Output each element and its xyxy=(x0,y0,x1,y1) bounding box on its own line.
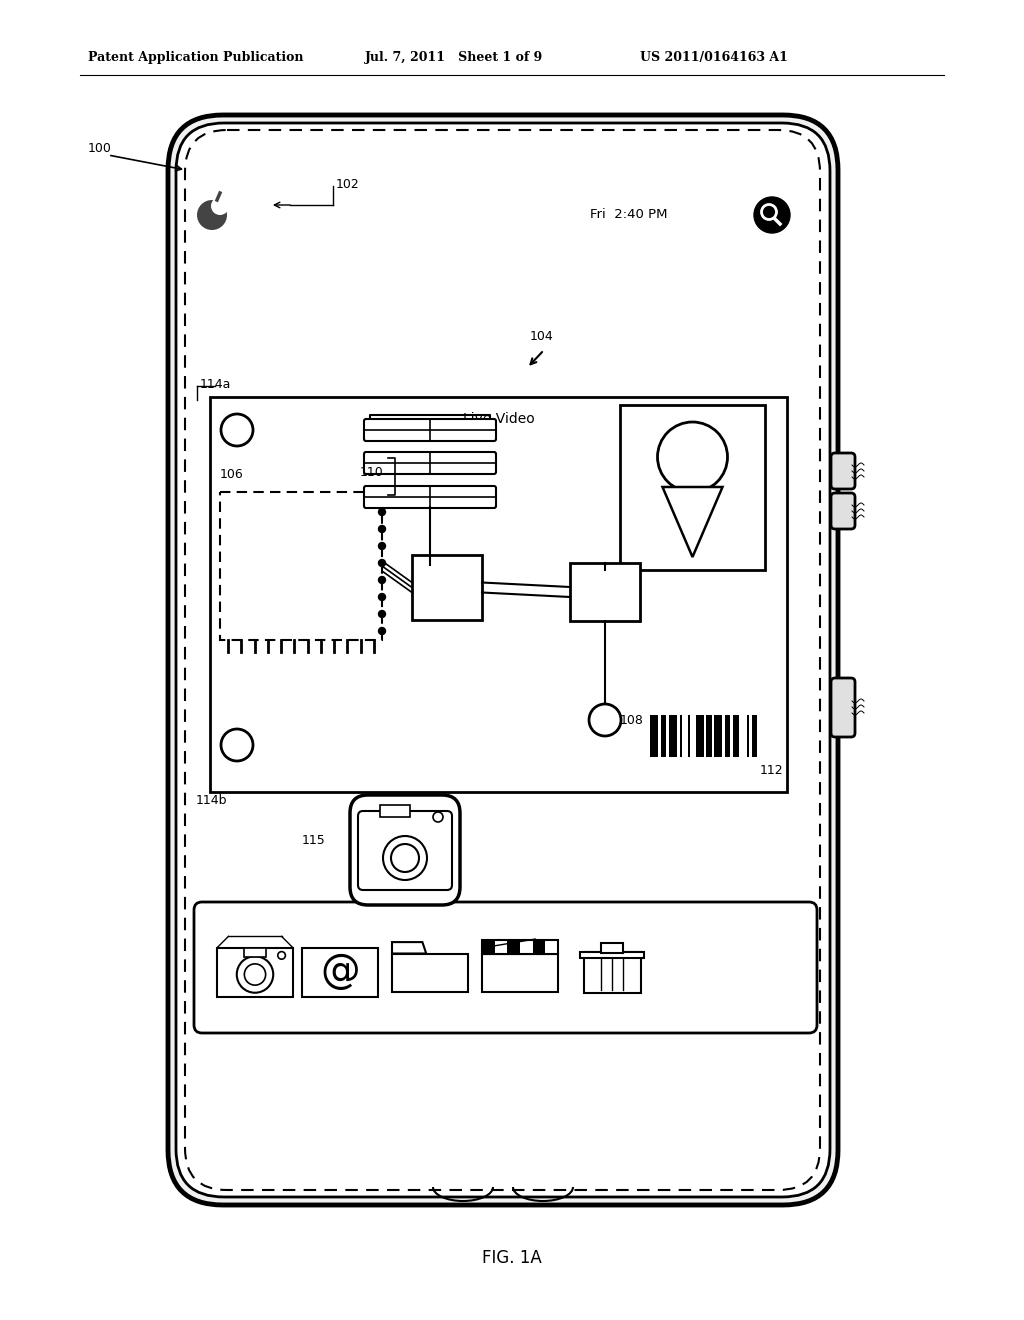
Bar xyxy=(669,715,677,756)
Text: 106: 106 xyxy=(220,469,244,482)
Bar xyxy=(733,715,738,756)
Circle shape xyxy=(589,704,621,737)
Circle shape xyxy=(278,952,286,960)
Circle shape xyxy=(211,197,229,215)
Bar xyxy=(217,948,293,997)
FancyBboxPatch shape xyxy=(364,418,496,441)
Circle shape xyxy=(379,577,385,583)
Bar xyxy=(650,715,658,756)
Text: 114a: 114a xyxy=(200,379,231,392)
Circle shape xyxy=(197,201,227,230)
Bar xyxy=(220,492,382,640)
Text: Patent Application Publication: Patent Application Publication xyxy=(88,51,303,65)
Bar xyxy=(695,715,703,756)
Circle shape xyxy=(245,964,265,985)
Bar xyxy=(244,948,266,957)
Bar xyxy=(570,564,640,620)
Bar xyxy=(482,953,558,991)
Circle shape xyxy=(379,543,385,549)
Circle shape xyxy=(754,197,790,234)
Polygon shape xyxy=(532,940,546,953)
Text: 110: 110 xyxy=(360,466,384,479)
FancyBboxPatch shape xyxy=(194,902,817,1034)
Circle shape xyxy=(379,508,385,516)
Circle shape xyxy=(221,414,253,446)
Bar xyxy=(707,715,712,756)
Bar xyxy=(601,944,624,953)
Text: Live Video: Live Video xyxy=(463,412,535,426)
FancyBboxPatch shape xyxy=(168,115,838,1205)
Circle shape xyxy=(237,956,273,993)
Text: FIG. 1A: FIG. 1A xyxy=(482,1249,542,1267)
Bar xyxy=(580,952,644,958)
Circle shape xyxy=(657,422,727,492)
Polygon shape xyxy=(507,940,520,953)
FancyBboxPatch shape xyxy=(364,486,496,508)
Bar xyxy=(620,405,765,570)
Bar xyxy=(680,715,682,756)
Text: 104: 104 xyxy=(530,330,554,342)
Text: US 2011/0164163 A1: US 2011/0164163 A1 xyxy=(640,51,787,65)
FancyBboxPatch shape xyxy=(358,810,452,890)
FancyBboxPatch shape xyxy=(364,451,496,474)
Text: 115: 115 xyxy=(302,833,326,846)
Text: Fri  2:40 PM: Fri 2:40 PM xyxy=(590,209,668,222)
Bar xyxy=(380,805,410,817)
Text: 100: 100 xyxy=(88,141,112,154)
FancyBboxPatch shape xyxy=(176,123,830,1197)
Bar xyxy=(482,940,558,953)
Bar xyxy=(725,715,730,756)
Circle shape xyxy=(379,525,385,532)
Bar xyxy=(210,397,787,792)
Circle shape xyxy=(379,594,385,601)
Text: 108: 108 xyxy=(620,714,644,726)
Bar xyxy=(687,715,690,756)
Polygon shape xyxy=(482,940,495,953)
Bar xyxy=(746,715,750,756)
Text: 112: 112 xyxy=(760,763,783,776)
Circle shape xyxy=(379,560,385,566)
FancyBboxPatch shape xyxy=(831,492,855,529)
Bar xyxy=(715,715,723,756)
Circle shape xyxy=(379,627,385,635)
Circle shape xyxy=(391,843,419,873)
Bar xyxy=(584,952,640,994)
Circle shape xyxy=(221,729,253,762)
Circle shape xyxy=(433,812,443,822)
Bar xyxy=(302,948,378,997)
Bar xyxy=(752,715,758,756)
Bar xyxy=(392,953,468,991)
FancyBboxPatch shape xyxy=(350,795,460,906)
Bar xyxy=(412,554,482,620)
FancyBboxPatch shape xyxy=(831,678,855,737)
Polygon shape xyxy=(663,487,723,557)
FancyBboxPatch shape xyxy=(831,453,855,488)
Text: @: @ xyxy=(321,953,359,993)
Circle shape xyxy=(379,610,385,618)
Text: Jul. 7, 2011   Sheet 1 of 9: Jul. 7, 2011 Sheet 1 of 9 xyxy=(365,51,544,65)
Circle shape xyxy=(383,836,427,880)
Text: 102: 102 xyxy=(336,178,359,191)
Text: 114b: 114b xyxy=(196,793,227,807)
Polygon shape xyxy=(392,942,426,953)
Bar xyxy=(660,715,666,756)
